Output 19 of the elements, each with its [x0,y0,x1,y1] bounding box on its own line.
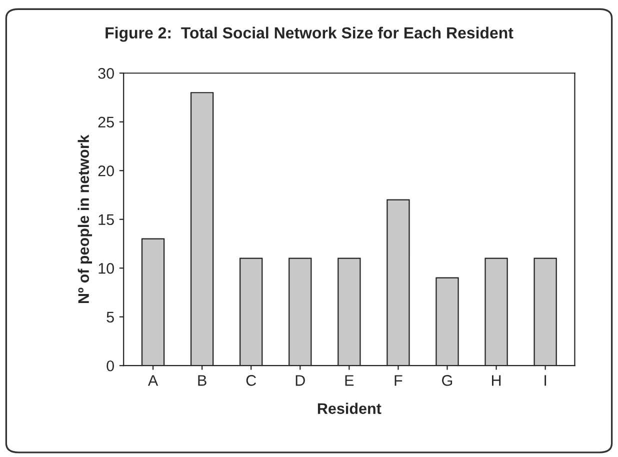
x-tick-label: D [296,375,305,386]
y-tick-label: 30 [98,68,114,79]
y-tick-label: 20 [98,165,114,176]
x-tick-label: I [544,375,546,386]
x-tick-label: C [246,375,256,386]
y-tick-label: 10 [98,262,114,274]
x-tick-label: E [345,375,354,386]
x-tick-label: B [198,375,206,386]
x-tick-label: F [394,375,402,386]
y-axis-title: Nº of people in network [78,134,92,304]
x-tick-label: G [442,375,452,386]
y-tick-label: 5 [106,312,114,323]
x-axis-title: Resident [318,402,382,414]
y-tick-label: 0 [106,360,114,372]
x-tick-label: A [148,375,158,386]
x-tick-label: H [492,375,501,386]
chart-title: Figure 2: Total Social Network Size for Each Resident [106,26,514,42]
y-tick-label: 25 [98,116,114,128]
y-tick-label: 15 [98,214,114,226]
